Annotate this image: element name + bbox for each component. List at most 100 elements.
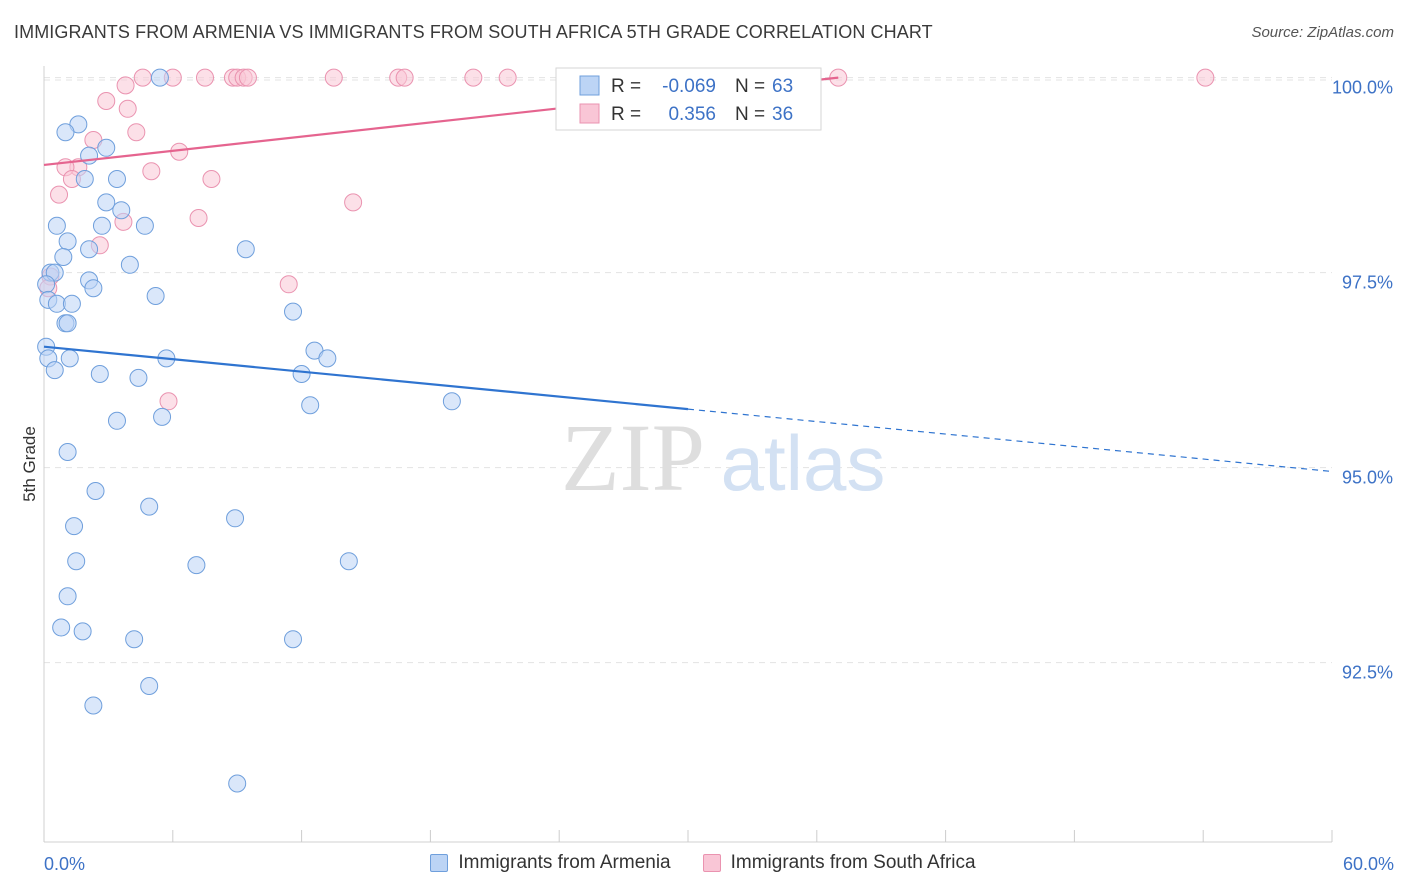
armenia-point: [45, 361, 64, 380]
stats-r-label-southafrica: R =: [611, 104, 641, 125]
armenia-point: [80, 240, 99, 259]
armenia-point: [54, 248, 73, 266]
armenia-point: [97, 193, 116, 212]
armenia-point: [56, 123, 75, 142]
armenia-point: [140, 677, 159, 695]
y-tick-label: 95.0%: [1342, 468, 1393, 488]
armenia-point: [150, 68, 169, 87]
legend-item-southafrica: Immigrants from South Africa: [702, 852, 976, 874]
armenia-point: [135, 216, 154, 235]
southafrica-point: [464, 68, 483, 87]
armenia-point: [236, 240, 255, 259]
stats-n-label-southafrica: N =: [735, 104, 765, 125]
armenia-point: [73, 622, 92, 641]
armenia-point: [318, 349, 337, 368]
grid-layer: 92.5% 95.0% 97.5% 100.0%: [44, 77, 1393, 683]
southafrica-point: [324, 68, 343, 87]
armenia-point: [226, 509, 245, 528]
y-tick-label: 92.5%: [1342, 663, 1393, 683]
source-note: Source: ZipAtlas.com: [1251, 24, 1394, 41]
armenia-point: [129, 368, 148, 387]
armenia-point: [284, 630, 303, 649]
armenia-trend-line: [43, 345, 689, 411]
armenia-point: [187, 556, 206, 575]
armenia-point: [47, 216, 66, 235]
armenia-point: [60, 349, 79, 368]
armenia-point: [140, 497, 159, 516]
armenia-point: [125, 630, 144, 649]
stats-legend: R = -0.069 N = 63 R = 0.356 N = 36: [555, 67, 822, 131]
armenia-point: [58, 587, 77, 606]
stats-n-label-armenia: N =: [735, 76, 765, 97]
southafrica-point: [344, 193, 363, 212]
armenia-point: [86, 482, 105, 500]
armenia-point: [47, 294, 66, 313]
armenia-point: [62, 294, 81, 313]
armenia-point: [58, 232, 77, 251]
armenia-point: [65, 517, 84, 536]
legend-label-armenia: Immigrants from Armenia: [458, 852, 671, 873]
southafrica-point: [1196, 68, 1215, 87]
armenia-point: [37, 275, 56, 294]
armenia-point: [107, 170, 126, 188]
armenia-point: [120, 255, 139, 274]
armenia-point: [284, 302, 303, 321]
armenia-point: [58, 314, 77, 333]
armenia-point: [112, 201, 131, 220]
watermark-zip: ZIP: [561, 404, 705, 511]
stats-r-value-armenia: -0.069: [662, 76, 716, 97]
southafrica-point: [118, 99, 137, 118]
armenia-point: [67, 552, 86, 571]
armenia-point: [90, 365, 109, 383]
southafrica-point: [395, 68, 414, 87]
chart-title: IMMIGRANTS FROM ARMENIA VS IMMIGRANTS FR…: [14, 22, 933, 42]
southafrica-point: [142, 162, 161, 181]
stats-r-value-southafrica: 0.356: [668, 104, 716, 125]
armenia-point: [153, 407, 172, 426]
southafrica-point: [97, 92, 116, 110]
y-tick-label: 97.5%: [1342, 273, 1393, 293]
legend-item-armenia: Immigrants from Armenia: [430, 852, 671, 874]
x-tick-label-max: 60.0%: [1343, 854, 1394, 874]
axis-layer: [43, 66, 1333, 843]
stats-r-label-armenia: R =: [611, 76, 641, 97]
southafrica-point: [498, 68, 517, 87]
legend-swatch-armenia: [430, 854, 449, 872]
southafrica-point: [196, 68, 214, 87]
legend-label-southafrica: Immigrants from South Africa: [730, 852, 976, 873]
armenia-trend-extension: [687, 408, 1333, 473]
armenia-point: [292, 365, 311, 383]
southafrica-point: [238, 68, 257, 87]
southafrica-point: [159, 392, 178, 411]
legend-swatch-southafrica: [702, 854, 721, 872]
y-tick-label: 100.0%: [1332, 78, 1393, 98]
southafrica-point: [202, 170, 221, 188]
watermark-atlas: atlas: [721, 419, 886, 507]
southafrica-point: [127, 123, 146, 142]
stats-swatch-southafrica: [579, 103, 600, 124]
southafrica-point: [50, 185, 69, 204]
armenia-point: [146, 287, 165, 305]
armenia-point: [339, 552, 358, 571]
armenia-point: [228, 774, 247, 793]
armenia-point: [75, 170, 94, 188]
armenia-point: [84, 696, 103, 715]
southafrica-point: [189, 209, 208, 227]
armenia-point: [52, 618, 71, 637]
stats-n-value-southafrica: 36: [772, 104, 793, 125]
bottom-legend: Immigrants from Armenia Immigrants from …: [0, 852, 1406, 874]
southafrica-point: [133, 68, 152, 87]
watermark: ZIP atlas: [561, 404, 885, 511]
armenia-point: [92, 216, 111, 235]
southafrica-point: [116, 76, 135, 95]
armenia-point: [301, 396, 320, 415]
stats-legend-box: [555, 67, 822, 131]
armenia-point: [107, 411, 126, 430]
southafrica-point: [279, 275, 298, 294]
armenia-point: [97, 138, 116, 157]
x-tick-label-min: 0.0%: [44, 854, 85, 874]
armenia-point: [58, 443, 77, 461]
y-axis-label: 5th Grade: [20, 426, 39, 502]
